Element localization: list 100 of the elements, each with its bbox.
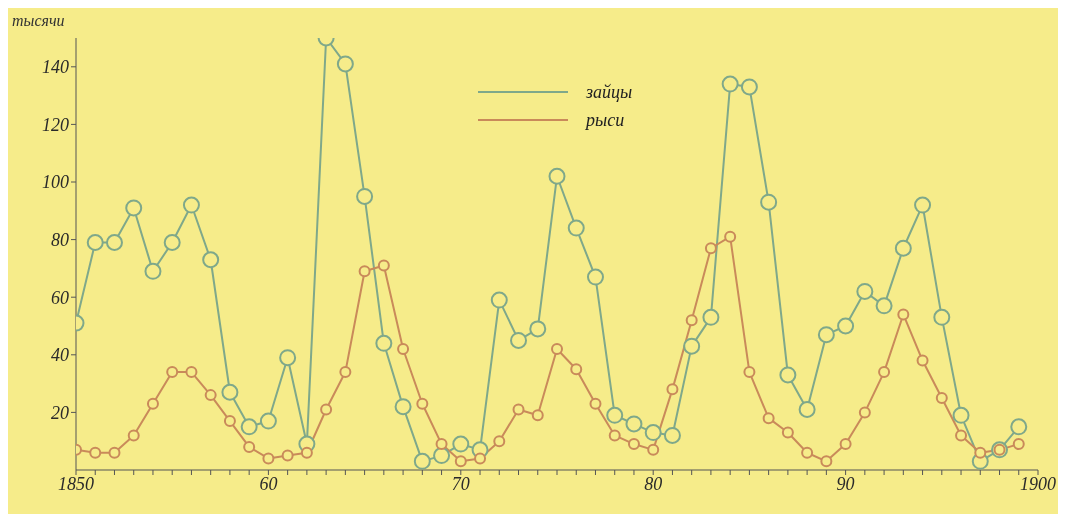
point <box>608 429 621 442</box>
point <box>570 363 583 376</box>
point <box>914 196 932 214</box>
point <box>240 418 258 436</box>
y-tick-label: 20 <box>51 402 69 423</box>
point <box>935 392 948 404</box>
point <box>108 446 121 459</box>
point <box>798 401 816 419</box>
point <box>839 438 852 451</box>
point <box>182 196 200 214</box>
point <box>125 199 143 217</box>
point <box>394 398 412 416</box>
point <box>163 233 181 251</box>
point <box>166 366 179 379</box>
point <box>875 297 893 315</box>
point <box>1012 438 1025 451</box>
point <box>452 435 470 453</box>
point <box>781 426 794 439</box>
point <box>531 409 544 422</box>
point <box>724 230 737 243</box>
point <box>801 446 814 459</box>
point <box>644 424 662 442</box>
y-tick-label: 140 <box>42 57 69 78</box>
point <box>817 326 835 344</box>
point <box>279 349 297 367</box>
point <box>955 429 968 442</box>
y-axis-title: тысячи <box>12 12 65 29</box>
y-tick-label: 80 <box>51 229 69 250</box>
point <box>551 343 563 356</box>
point <box>529 320 547 338</box>
point <box>127 429 140 442</box>
point <box>704 242 717 255</box>
point <box>762 412 775 425</box>
y-tick-label: 40 <box>51 345 69 366</box>
legend-label: рыси <box>586 109 625 131</box>
point <box>512 403 525 416</box>
point <box>933 308 951 326</box>
point <box>897 308 910 321</box>
point <box>625 415 643 433</box>
point <box>760 193 778 211</box>
y-tick-label: 60 <box>51 287 69 308</box>
point <box>837 317 855 335</box>
x-tick-label: 1850 <box>58 473 94 494</box>
point <box>375 334 393 352</box>
point <box>454 455 467 468</box>
point <box>663 426 681 444</box>
x-tick-label: 90 <box>836 473 855 494</box>
point <box>146 397 159 410</box>
y-tick-label: 120 <box>42 114 69 135</box>
point <box>144 262 162 280</box>
point <box>223 415 236 428</box>
point <box>685 314 698 327</box>
point <box>589 397 602 410</box>
point <box>721 75 739 93</box>
point <box>397 343 410 356</box>
point <box>683 337 701 355</box>
legend-label: зайцы <box>586 81 633 103</box>
point <box>606 406 624 424</box>
point <box>377 259 390 272</box>
point <box>858 406 871 419</box>
point <box>202 251 220 269</box>
point <box>204 389 217 402</box>
point <box>300 446 313 459</box>
point <box>1010 418 1028 436</box>
point <box>221 383 239 401</box>
point <box>548 167 566 185</box>
point <box>358 265 371 278</box>
point <box>740 78 758 96</box>
point <box>820 455 833 468</box>
point <box>510 331 528 349</box>
point <box>894 239 912 257</box>
point <box>493 435 506 448</box>
x-tick-label: 60 <box>259 473 278 494</box>
point <box>281 449 294 462</box>
point <box>320 403 333 416</box>
point <box>336 55 354 73</box>
point <box>259 412 277 430</box>
point <box>627 438 640 451</box>
point <box>89 446 102 459</box>
point <box>974 446 987 459</box>
point <box>856 282 874 300</box>
point <box>567 219 585 237</box>
point <box>916 354 929 367</box>
point <box>413 452 431 470</box>
y-tick-label: 100 <box>42 172 69 193</box>
point <box>490 291 508 309</box>
point <box>586 268 604 286</box>
point <box>952 406 970 424</box>
point <box>339 366 352 379</box>
point <box>356 187 374 205</box>
point <box>474 452 487 465</box>
point <box>105 233 123 251</box>
point <box>416 397 429 410</box>
point <box>666 383 679 396</box>
point <box>243 440 256 453</box>
point <box>86 233 104 251</box>
x-tick-label: 70 <box>451 473 470 494</box>
point <box>185 366 198 379</box>
point <box>702 308 720 326</box>
point <box>433 447 451 465</box>
